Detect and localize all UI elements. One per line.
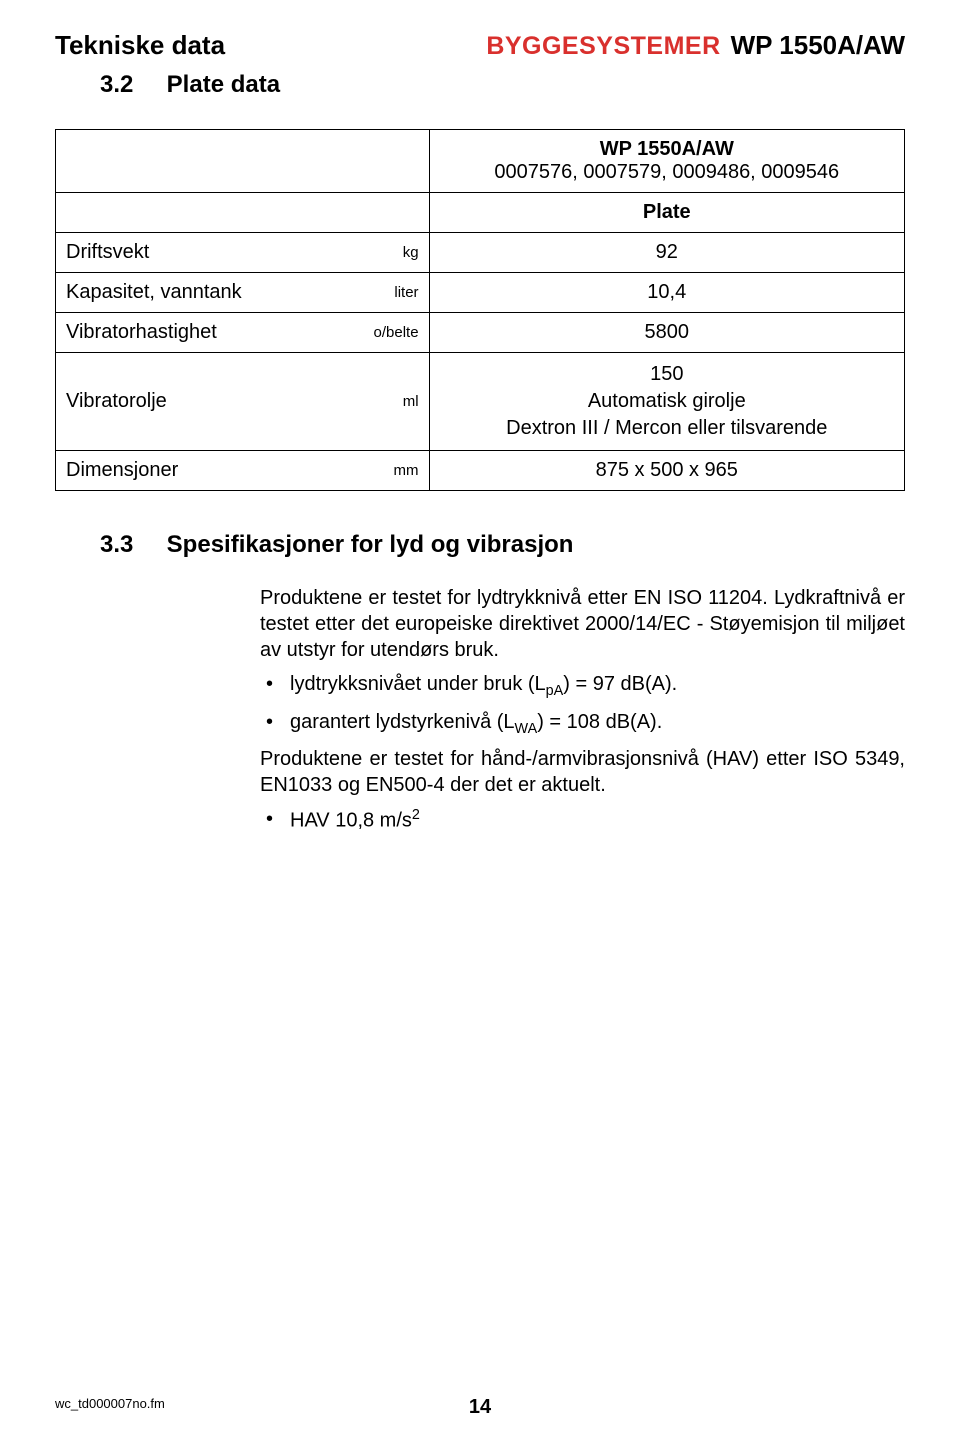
- row-label: Vibratorhastighet: [56, 313, 345, 353]
- table-header-codes: 0007576, 0007579, 0009486, 0009546: [440, 161, 894, 184]
- list-item: HAV 10,8 m/s2: [260, 806, 905, 834]
- section-3-2-heading: 3.2 Plate data: [100, 71, 905, 99]
- header-left: Tekniske data: [55, 30, 225, 61]
- page: Tekniske data BYGGESYSTEMER WP 1550A/AW …: [0, 0, 960, 1429]
- row-label: Dimensjoner: [56, 451, 345, 491]
- bullet-list: HAV 10,8 m/s2: [260, 806, 905, 834]
- body-text-block: Produktene er testet for lydtrykknivå et…: [260, 585, 905, 834]
- table-empty-cell: [344, 193, 429, 233]
- bullet-subscript: WA: [515, 721, 538, 737]
- bullet-text-pre: HAV 10,8 m/s: [290, 810, 412, 832]
- table-row: Vibratorhastighet o/belte 5800: [56, 313, 905, 353]
- paragraph: Produktene er testet for hånd-/armvibras…: [260, 746, 905, 798]
- row-unit: mm: [344, 451, 429, 491]
- row-unit: kg: [344, 233, 429, 273]
- row-value: 875 x 500 x 965: [429, 451, 904, 491]
- table-empty-cell: [344, 130, 429, 193]
- table-row: Kapasitet, vanntank liter 10,4: [56, 273, 905, 313]
- bullet-text-post: ) = 97 dB(A).: [563, 673, 677, 695]
- page-footer: wc_td000007no.fm 14: [55, 1396, 905, 1411]
- row-unit: ml: [344, 353, 429, 451]
- model-label: WP 1550A/AW: [731, 30, 905, 61]
- header-right: BYGGESYSTEMER WP 1550A/AW: [486, 30, 905, 61]
- row-label: Driftsvekt: [56, 233, 345, 273]
- table-row: Vibratorolje ml 150Automatisk giroljeDex…: [56, 353, 905, 451]
- list-item: garantert lydstyrkenivå (LWA) = 108 dB(A…: [260, 709, 905, 739]
- row-unit: liter: [344, 273, 429, 313]
- section-title: Spesifikasjoner for lyd og vibrasjon: [167, 531, 574, 558]
- row-value: 92: [429, 233, 904, 273]
- plate-subheader: Plate: [429, 193, 904, 233]
- row-value: 5800: [429, 313, 904, 353]
- row-label: Vibratorolje: [56, 353, 345, 451]
- bullet-list: lydtrykksnivået under bruk (LpA) = 97 dB…: [260, 671, 905, 738]
- row-value: 150Automatisk giroljeDextron III / Merco…: [429, 353, 904, 451]
- table-empty-cell: [56, 130, 345, 193]
- brand-logo: BYGGESYSTEMER: [486, 32, 720, 61]
- table-header-model: WP 1550A/AW: [440, 138, 894, 161]
- bullet-text-pre: lydtrykksnivået under bruk (L: [290, 673, 546, 695]
- bullet-superscript: 2: [412, 807, 420, 823]
- section-title: Plate data: [167, 71, 280, 98]
- bullet-subscript: pA: [546, 683, 564, 699]
- section-number: 3.3: [100, 531, 160, 559]
- plate-data-table: WP 1550A/AW 0007576, 0007579, 0009486, 0…: [55, 129, 905, 491]
- table-row: Driftsvekt kg 92: [56, 233, 905, 273]
- row-unit: o/belte: [344, 313, 429, 353]
- row-value: 10,4: [429, 273, 904, 313]
- section-3-3-heading: 3.3 Spesifikasjoner for lyd og vibrasjon: [100, 531, 905, 559]
- bullet-text-post: ) = 108 dB(A).: [537, 711, 662, 733]
- section-number: 3.2: [100, 71, 160, 99]
- row-label: Kapasitet, vanntank: [56, 273, 345, 313]
- footer-filename: wc_td000007no.fm: [55, 1396, 165, 1411]
- bullet-text-pre: garantert lydstyrkenivå (L: [290, 711, 515, 733]
- footer-page-number: 14: [469, 1396, 491, 1419]
- table-empty-cell: [56, 193, 345, 233]
- paragraph: Produktene er testet for lydtrykknivå et…: [260, 585, 905, 663]
- list-item: lydtrykksnivået under bruk (LpA) = 97 dB…: [260, 671, 905, 701]
- table-row: Dimensjoner mm 875 x 500 x 965: [56, 451, 905, 491]
- table-top-header: WP 1550A/AW 0007576, 0007579, 0009486, 0…: [429, 130, 904, 193]
- page-header: Tekniske data BYGGESYSTEMER WP 1550A/AW: [55, 30, 905, 61]
